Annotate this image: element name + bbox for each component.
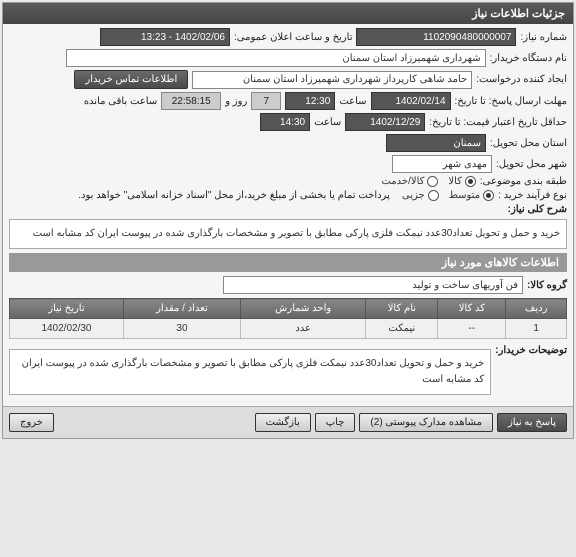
buyer-org-value: شهرداری شهمیرزاد استان سمنان (66, 49, 486, 67)
announce-label: تاریخ و ساعت اعلان عمومی: (234, 32, 353, 43)
radio-dot-icon (465, 176, 476, 187)
print-button[interactable]: چاپ (315, 413, 356, 432)
footer-bar: پاسخ به نیاز مشاهده مدارک پیوستی (2) چاپ… (3, 406, 573, 438)
col-name: نام کالا (366, 299, 438, 319)
panel-title: جزئیات اطلاعات نیاز (3, 3, 573, 24)
goods-section-title: اطلاعات کالاهای مورد نیاز (9, 253, 567, 272)
radio-service[interactable]: کالا/خدمت (381, 176, 438, 187)
col-qty: تعداد / مقدار (123, 299, 240, 319)
col-code: کد کالا (438, 299, 506, 319)
payment-note: پرداخت تمام یا بخشی از مبلغ خرید،از محل … (78, 190, 390, 201)
goods-group-value: فن آوریهای ساخت و تولید (223, 276, 523, 294)
remain-label: ساعت باقی مانده (84, 96, 157, 107)
announce-value: 1402/02/06 - 13:23 (100, 28, 230, 46)
time-label-1: ساعت (339, 96, 366, 107)
radio-dot-icon (427, 176, 438, 187)
cell-unit: عدد (240, 319, 365, 339)
days-label: روز و (225, 96, 247, 107)
col-unit: واحد شمارش (240, 299, 365, 319)
buyer-notes-label: توضیحات خریدار: (495, 345, 567, 356)
table-row[interactable]: 1 -- نیمکت عدد 30 1402/02/30 (10, 319, 567, 339)
need-desc-text: خرید و حمل و تحویل تعداد30عدد نیمکت فلزی… (9, 219, 567, 249)
need-details-panel: جزئیات اطلاعات نیاز شماره نیاز: 11020904… (2, 2, 574, 439)
deadline-date: 1402/02/14 (371, 92, 451, 110)
radio-dot-icon (428, 190, 439, 201)
contact-buyer-button[interactable]: اطلاعات تماس خریدار (74, 70, 188, 89)
radio-medium-label: متوسط (449, 190, 480, 201)
radio-medium[interactable]: متوسط (449, 190, 494, 201)
radio-goods[interactable]: کالا (448, 176, 476, 187)
radio-dot-icon (483, 190, 494, 201)
requester-label: ایجاد کننده درخواست: (476, 74, 567, 85)
delivery-province: سمنان (386, 134, 486, 152)
validity-time: 14:30 (260, 113, 310, 131)
days-left: 7 (251, 92, 281, 110)
col-row: ردیف (506, 299, 567, 319)
need-no-value: 1102090480000007 (356, 28, 516, 46)
countdown: 22:58:15 (161, 92, 221, 110)
purchase-type-group: متوسط جزیی (402, 190, 494, 201)
cell-name: نیمکت (366, 319, 438, 339)
delivery-loc-label: استان محل تحویل: (490, 138, 567, 149)
cell-code: -- (438, 319, 506, 339)
category-label: طبقه بندی موضوعی: (480, 176, 567, 187)
cell-date: 1402/02/30 (10, 319, 124, 339)
delivery-city: مهدی شهر (392, 155, 492, 173)
exit-button[interactable]: خروج (9, 413, 54, 432)
radio-partial[interactable]: جزیی (402, 190, 439, 201)
validity-date: 1402/12/29 (345, 113, 425, 131)
col-date: تاریخ نیاز (10, 299, 124, 319)
radio-partial-label: جزیی (402, 190, 425, 201)
radio-service-label: کالا/خدمت (381, 176, 424, 187)
deadline-time: 12:30 (285, 92, 335, 110)
time-label-2: ساعت (314, 117, 341, 128)
radio-goods-label: کالا (448, 176, 462, 187)
need-desc-label: شرح کلی نیاز: (508, 204, 567, 215)
requester-value: حامد شاهی کارپرداز شهرداری شهمیرزاد استا… (192, 71, 472, 89)
goods-group-label: گروه کالا: (527, 280, 567, 291)
attachments-button[interactable]: مشاهده مدارک پیوستی (2) (359, 413, 493, 432)
table-header-row: ردیف کد کالا نام کالا واحد شمارش تعداد /… (10, 299, 567, 319)
back-button[interactable]: بازگشت (255, 413, 311, 432)
goods-table: ردیف کد کالا نام کالا واحد شمارش تعداد /… (9, 298, 567, 339)
delivery-city-label: شهر محل تحویل: (496, 159, 567, 170)
validity-label: حداقل تاریخ اعتبار قیمت: تا تاریخ: (429, 117, 567, 128)
purchase-type-label: نوع فرآیند خرید : (498, 190, 567, 201)
buyer-notes-text: خرید و حمل و تحویل تعداد30عدد نیمکت فلزی… (9, 349, 491, 395)
cell-row: 1 (506, 319, 567, 339)
cell-qty: 30 (123, 319, 240, 339)
category-radio-group: کالا کالا/خدمت (381, 176, 475, 187)
deadline-label: مهلت ارسال پاسخ: تا تاریخ: (455, 96, 567, 107)
respond-button[interactable]: پاسخ به نیاز (497, 413, 567, 432)
panel-body: شماره نیاز: 1102090480000007 تاریخ و ساع… (3, 24, 573, 406)
need-no-label: شماره نیاز: (520, 32, 567, 43)
buyer-org-label: نام دستگاه خریدار: (490, 53, 567, 64)
